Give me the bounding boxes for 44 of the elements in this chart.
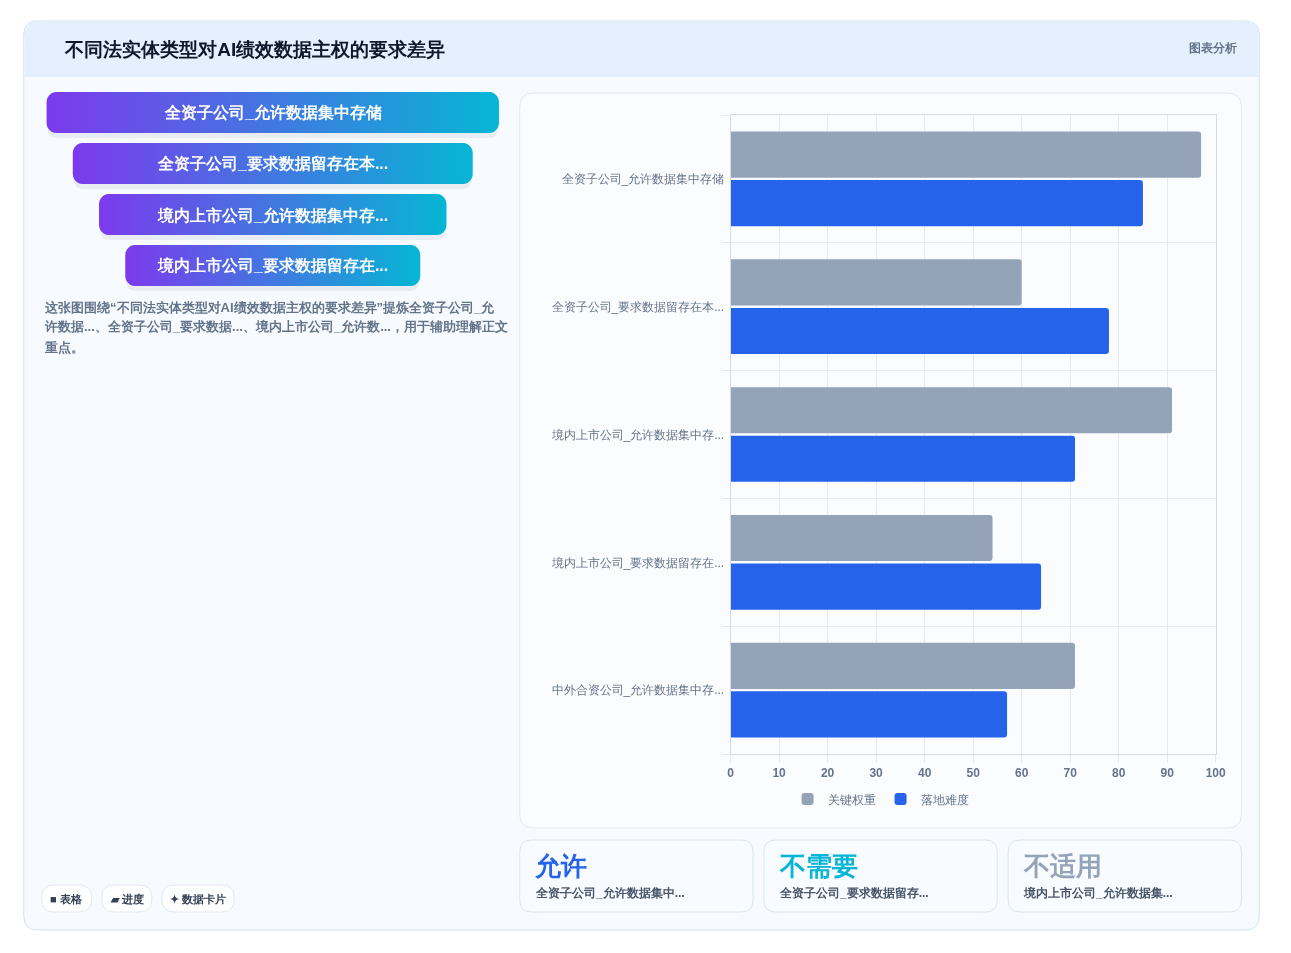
bar: [730, 259, 1022, 306]
text: 这张图围绕“不同法实体类型对AI绩效数据主权的要求差异”提炼全资子公司_允许数据...、全资子公司_要求数据...、境内上市公司_允许数...，用于辅助理解正文重点。: [44, 300, 508, 355]
category-label: 允许: [535, 851, 587, 881]
x-tick-label: 80: [1111, 766, 1126, 781]
text: 境内上市公司_允许数据集...: [1023, 886, 1173, 900]
y-tick-label: 境内上市公司_要求数据留存在...: [550, 555, 725, 570]
text: ✦ 数据卡片: [170, 893, 227, 905]
category-label: 全资子公司_要求数据留存在本...: [157, 155, 389, 172]
y-tick-label: 全资子公司_允许数据集中存储: [561, 172, 725, 187]
category-label: 不需要: [779, 851, 858, 881]
bar: [730, 180, 1143, 227]
x-tick-label: 50: [966, 766, 981, 781]
text: 全资子公司_允许数据集中...: [535, 886, 685, 900]
category-label: 全资子公司_允许数据集中存储: [164, 104, 382, 121]
category-label: 境内上市公司_要求数据留存在...: [157, 256, 389, 274]
y-tick-label: 全资子公司_要求数据留存在本...: [551, 299, 725, 314]
bar: [730, 514, 993, 562]
x-tick-label: 100: [1205, 766, 1226, 781]
legend-label: 关键权重: [827, 792, 876, 807]
x-tick-label: 10: [772, 766, 787, 781]
x-tick-label: 30: [869, 766, 884, 781]
legend-label: 落地难度: [920, 792, 969, 807]
bar: [730, 563, 1042, 610]
x-tick-label: 70: [1063, 766, 1078, 781]
x-tick-label: 60: [1014, 766, 1029, 781]
bar: [730, 691, 1008, 738]
bar: [730, 435, 1075, 482]
text: ▰ 进度: [110, 893, 145, 905]
x-tick-label: 20: [820, 766, 835, 781]
text: ■ 表格: [50, 893, 83, 905]
y-tick-label: 中外合资公司_允许数据集中存...: [551, 683, 725, 698]
x-tick-label: 90: [1160, 766, 1175, 781]
category-label: 境内上市公司_允许数据集中存...: [157, 206, 389, 224]
text: 全资子公司_要求数据留存...: [779, 886, 929, 900]
bar: [730, 642, 1075, 689]
x-tick-label: 40: [917, 766, 932, 781]
category-label: 不适用: [1023, 851, 1102, 881]
text: 不同法实体类型对AI绩效数据主权的要求差异: [64, 38, 446, 60]
text: 图表分析: [1189, 41, 1237, 55]
bar: [730, 131, 1202, 178]
bar: [730, 307, 1109, 355]
x-tick-label: 0: [727, 766, 735, 781]
y-tick-label: 境内上市公司_允许数据集中存...: [550, 427, 725, 442]
bar: [730, 387, 1173, 434]
